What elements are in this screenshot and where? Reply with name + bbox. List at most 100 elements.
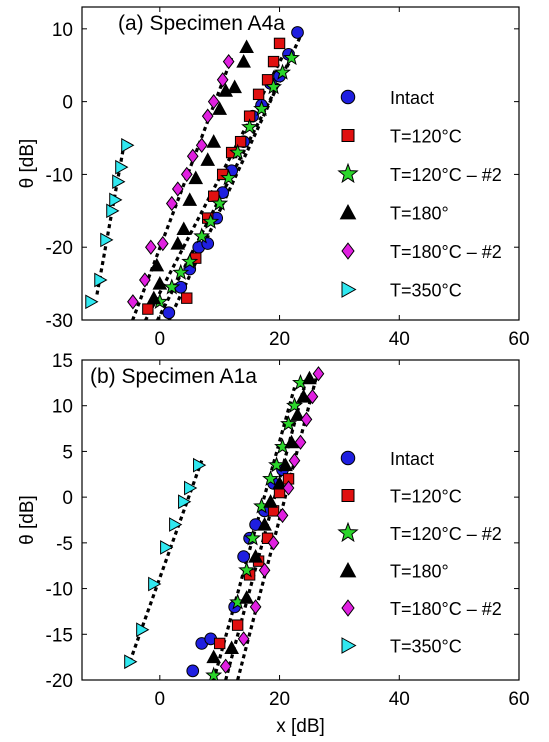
data-point bbox=[182, 192, 198, 206]
data-point bbox=[149, 257, 165, 272]
data-point bbox=[207, 190, 220, 202]
data-point bbox=[213, 637, 226, 650]
data-point bbox=[267, 535, 280, 551]
data-point bbox=[274, 63, 292, 80]
data-point bbox=[163, 278, 181, 295]
legend-label: Intact bbox=[390, 88, 434, 108]
data-point bbox=[229, 143, 247, 160]
data-point bbox=[290, 407, 305, 421]
chart-title: (b) Specimen A1a bbox=[90, 365, 257, 388]
data-point bbox=[267, 55, 280, 68]
y-tick-label: 0 bbox=[62, 488, 73, 509]
fit-line bbox=[95, 145, 126, 295]
data-point bbox=[188, 170, 204, 185]
data-point bbox=[219, 658, 232, 674]
legend-label: Intact bbox=[390, 449, 434, 469]
data-point bbox=[170, 236, 186, 250]
data-point bbox=[294, 434, 307, 450]
data-point bbox=[234, 135, 247, 148]
data-point bbox=[160, 540, 174, 555]
series-T=350°C bbox=[124, 457, 207, 670]
data-point bbox=[184, 480, 198, 496]
legend-marker bbox=[339, 561, 357, 578]
fit-line bbox=[167, 35, 302, 320]
data-point bbox=[146, 290, 162, 305]
data-point bbox=[265, 78, 283, 95]
series-T=180°C – #2 bbox=[127, 53, 235, 310]
data-point bbox=[272, 475, 287, 490]
y-axis-label: θ [dB] bbox=[17, 139, 38, 189]
data-point bbox=[278, 457, 293, 472]
chart-title: (a) Specimen A4a bbox=[118, 12, 285, 35]
data-point bbox=[306, 388, 319, 405]
data-point bbox=[284, 434, 299, 449]
data-point bbox=[85, 294, 99, 310]
data-point bbox=[186, 664, 200, 678]
legend-label: T=120°C bbox=[390, 127, 462, 147]
data-point bbox=[286, 396, 303, 413]
data-point bbox=[165, 195, 178, 212]
data-point bbox=[115, 159, 129, 175]
legend-marker bbox=[341, 281, 357, 298]
legend-label: T=120°C bbox=[390, 487, 462, 507]
data-point bbox=[262, 469, 280, 487]
data-point bbox=[112, 174, 126, 190]
y-axis-label: θ [dB] bbox=[17, 495, 38, 545]
data-point bbox=[257, 517, 272, 531]
data-point bbox=[139, 272, 151, 288]
data-point bbox=[186, 148, 199, 164]
y-tick-label: -30 bbox=[46, 311, 73, 332]
data-point bbox=[121, 137, 135, 153]
data-point bbox=[181, 252, 199, 269]
data-point bbox=[249, 599, 262, 615]
y-tick-label: -20 bbox=[46, 238, 73, 259]
plot-area bbox=[85, 26, 304, 320]
data-point bbox=[172, 263, 190, 280]
data-point bbox=[205, 666, 223, 680]
data-point bbox=[207, 93, 220, 110]
data-point bbox=[224, 640, 239, 655]
data-point bbox=[176, 221, 192, 236]
legend: Intact T=120°C T=120°C – #2 T=180° T=180°C –… bbox=[337, 88, 502, 301]
data-point bbox=[241, 118, 259, 135]
data-point bbox=[106, 203, 120, 219]
data-point bbox=[253, 100, 271, 117]
series-T=180° bbox=[206, 370, 317, 664]
legend-marker bbox=[341, 242, 355, 260]
data-point bbox=[222, 53, 235, 70]
data-point bbox=[202, 212, 220, 229]
legend-marker bbox=[341, 129, 355, 142]
data-point bbox=[239, 590, 254, 604]
y-tick-label: -10 bbox=[46, 165, 73, 186]
x-tick-label: 60 bbox=[508, 329, 529, 350]
data-point bbox=[162, 306, 176, 320]
x-tick-label: 40 bbox=[389, 689, 410, 710]
axes-frame bbox=[81, 359, 520, 681]
data-point bbox=[258, 562, 271, 578]
data-point bbox=[216, 72, 229, 88]
series-T=180°C – #2 bbox=[219, 366, 325, 674]
data-point bbox=[220, 169, 238, 186]
data-point bbox=[231, 619, 244, 631]
legend-label: T=180° bbox=[390, 562, 449, 582]
data-point bbox=[280, 415, 297, 432]
x-tick-label: 60 bbox=[508, 689, 529, 710]
legend-label: T=180°C – #2 bbox=[390, 599, 502, 619]
legend-marker bbox=[339, 203, 357, 220]
data-point bbox=[206, 649, 222, 664]
data-point bbox=[227, 79, 242, 94]
legend-marker bbox=[337, 521, 359, 543]
data-point bbox=[212, 101, 228, 115]
x-axis-label: x [dB] bbox=[276, 716, 325, 737]
y-tick-label: 0 bbox=[62, 93, 73, 114]
y-tick-label: -20 bbox=[46, 671, 73, 692]
data-point bbox=[283, 49, 300, 66]
x-tick-label: 20 bbox=[269, 329, 290, 350]
data-point bbox=[211, 194, 229, 211]
data-point bbox=[300, 411, 313, 428]
data-point bbox=[268, 456, 286, 473]
data-point bbox=[252, 88, 265, 101]
data-point bbox=[94, 272, 108, 288]
legend-marker bbox=[341, 637, 357, 654]
legend-label: T=180° bbox=[390, 204, 449, 224]
